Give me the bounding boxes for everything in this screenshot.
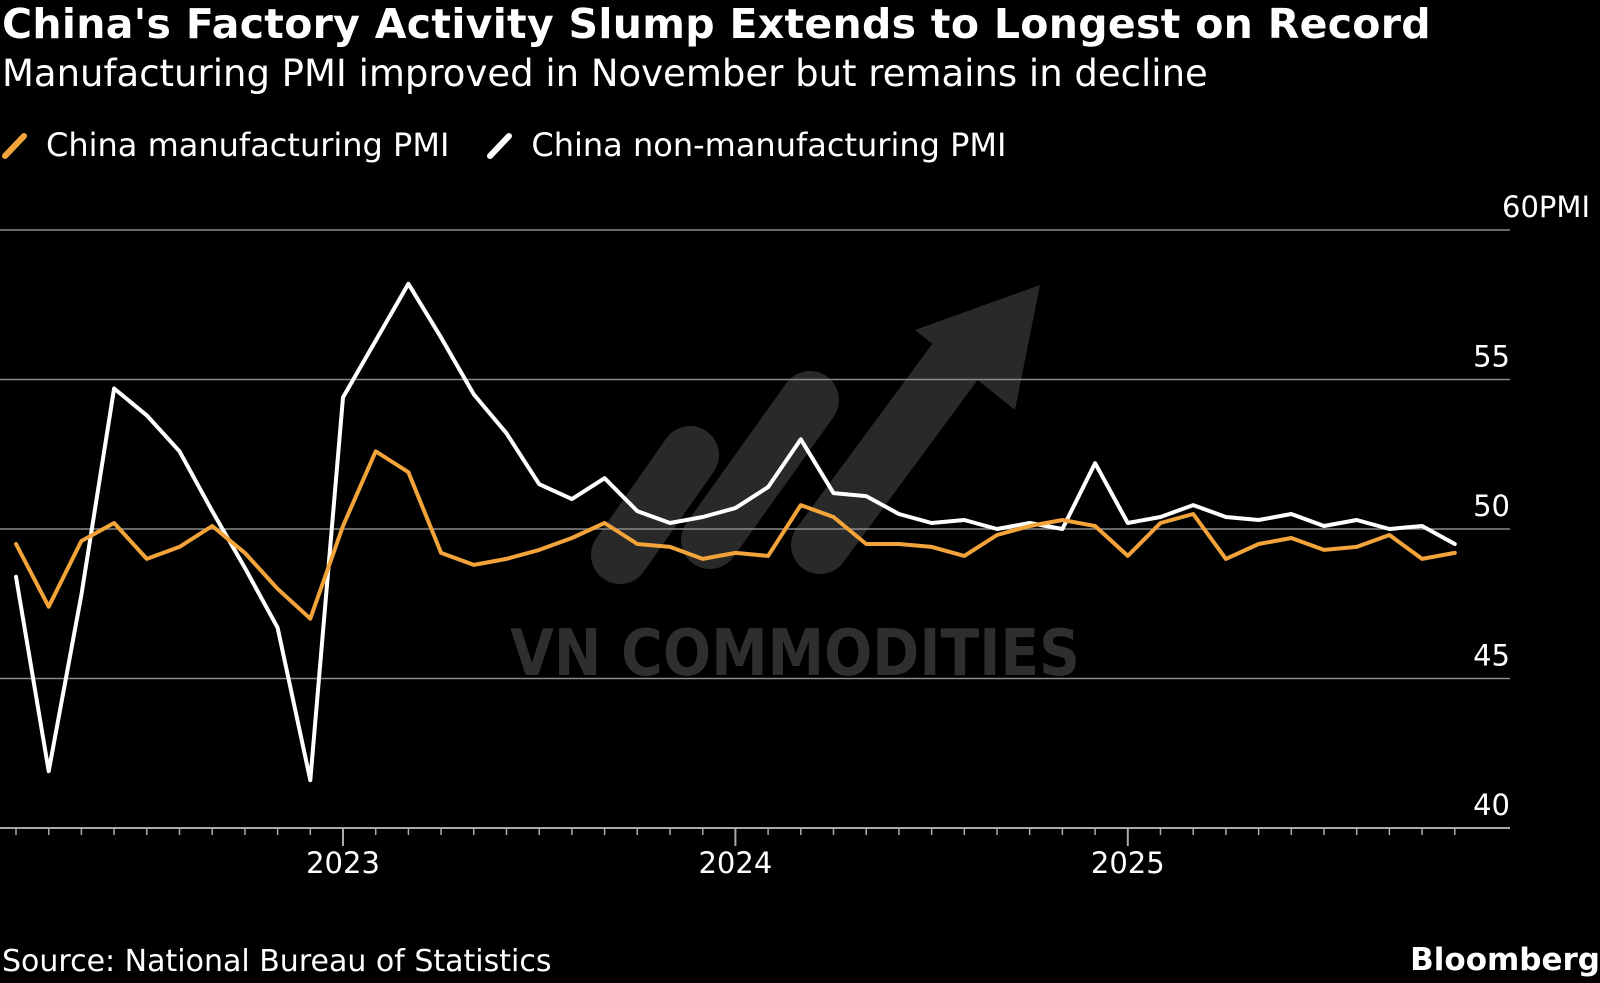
x-tick-label-2023: 2023 bbox=[306, 846, 380, 880]
legend: China manufacturing PMI China non-manufa… bbox=[0, 126, 1042, 164]
y-axis-labels: 40 45 50 55 60PMI bbox=[1473, 190, 1590, 822]
y-tick-label-50: 50 bbox=[1473, 489, 1510, 523]
y-tick-label-40: 40 bbox=[1473, 788, 1510, 822]
chart-subtitle: Manufacturing PMI improved in November b… bbox=[2, 52, 1208, 95]
bloomberg-logo: Bloomberg bbox=[1410, 942, 1600, 978]
x-tick-label-2024: 2024 bbox=[698, 846, 772, 880]
x-tick-label-2025: 2025 bbox=[1091, 846, 1165, 880]
x-axis-labels: 2023 2024 2025 bbox=[306, 846, 1165, 880]
legend-label-manufacturing: China manufacturing PMI bbox=[46, 126, 450, 164]
legend-swatch-manufacturing-icon bbox=[2, 133, 27, 159]
legend-swatch-non-manufacturing-icon bbox=[487, 133, 513, 159]
source-note: Source: National Bureau of Statistics bbox=[2, 944, 552, 979]
watermark-text: VN COMMODITIES bbox=[510, 617, 1080, 691]
x-axis bbox=[15, 828, 1456, 846]
y-tick-label-60: 60PMI bbox=[1502, 190, 1590, 224]
series-lines bbox=[14, 281, 1457, 783]
rising-arrow-icon bbox=[591, 285, 1040, 584]
legend-label-non-manufacturing: China non-manufacturing PMI bbox=[531, 126, 1007, 164]
legend-item-manufacturing: China manufacturing PMI bbox=[0, 126, 449, 164]
watermark: VN COMMODITIES bbox=[510, 285, 1080, 691]
y-tick-label-55: 55 bbox=[1473, 340, 1510, 374]
gridlines bbox=[0, 229, 1510, 829]
y-tick-label-45: 45 bbox=[1473, 639, 1510, 673]
legend-item-non-manufacturing: China non-manufacturing PMI bbox=[485, 126, 1006, 164]
chart-title: China's Factory Activity Slump Extends t… bbox=[2, 0, 1431, 48]
